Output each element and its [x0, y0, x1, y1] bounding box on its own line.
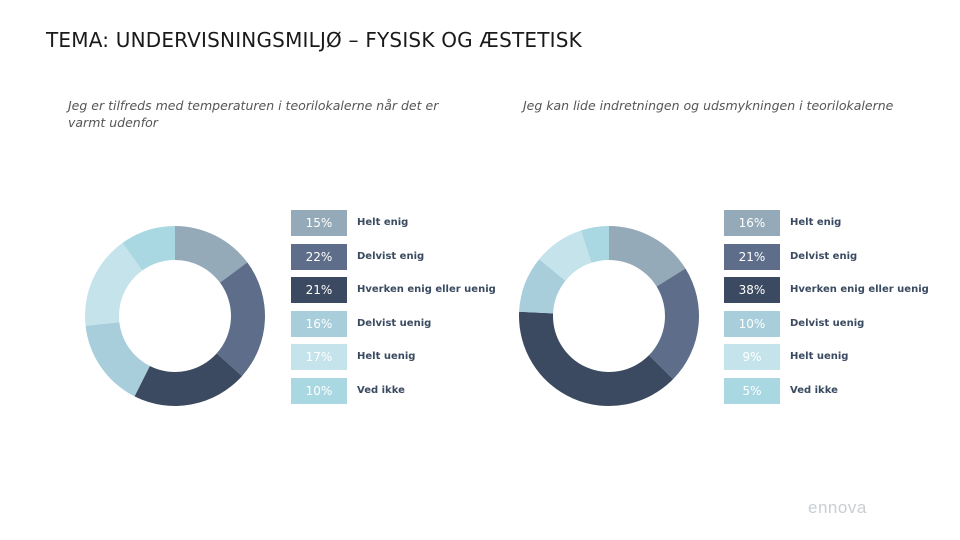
legend-label: Delvist uenig [790, 317, 865, 329]
legend-value-swatch: 16% [291, 310, 347, 337]
donut-slice-6 [122, 226, 175, 271]
legend-interior: 16% Helt enig 21% Delvist enig 38% Hverken en… [724, 210, 929, 410]
donut-slice-4 [519, 259, 566, 314]
legend-value-swatch: 16% [724, 210, 780, 236]
legend-temperature: 15% Helt enig 22% Delvist enig 21% Hverken en… [291, 210, 496, 410]
chart-2-question: Jeg kan lide indretningen og udsmykninge… [523, 98, 894, 113]
donut-chart-temperature [85, 226, 265, 406]
legend-label: Hverken enig eller uenig [357, 284, 496, 296]
donut-chart-interior [519, 226, 699, 406]
page-title: TEMA: UNDERVISNINGSMILJØ – FYSISK OG ÆST… [46, 28, 582, 52]
legend-value-swatch: 9% [724, 344, 780, 371]
donut-slice-1 [175, 226, 248, 283]
legend-label: Ved ikke [790, 385, 838, 396]
legend-value-swatch: 15% [291, 210, 347, 236]
donut-slice-4 [85, 322, 150, 397]
donut-slice-1 [609, 226, 686, 287]
legend-label: Helt uenig [357, 351, 416, 363]
legend-label: Delvist uenig [357, 317, 432, 329]
legend-value-swatch: 17% [291, 344, 347, 371]
legend-value-swatch: 21% [291, 277, 347, 304]
donut-slice-3 [134, 353, 243, 406]
legend-value-swatch: 22% [291, 243, 347, 270]
ennova-logo: ennova [808, 498, 867, 517]
legend-value-swatch: 10% [291, 378, 347, 404]
donut-slice-5 [539, 230, 592, 281]
legend-value-swatch: 38% [724, 277, 780, 304]
chart-1-question: Jeg er tilfreds med temperaturen i teori… [68, 98, 439, 130]
legend-label: Hverken enig eller uenig [790, 284, 929, 296]
legend-label: Helt uenig [790, 351, 849, 363]
legend-value-swatch: 21% [724, 243, 780, 270]
donut-slice-2 [648, 268, 699, 380]
donut-slice-3 [519, 311, 674, 406]
legend-value-swatch: 10% [724, 310, 780, 337]
legend-value-swatch: 5% [724, 378, 780, 404]
donut-slice-2 [216, 262, 265, 377]
donut-slice-6 [580, 226, 609, 263]
legend-label: Helt enig [790, 217, 842, 228]
legend-label: Helt enig [357, 217, 409, 228]
donut-slice-5 [85, 242, 143, 326]
legend-label: Ved ikke [357, 385, 405, 396]
legend-label: Delvist enig [357, 250, 425, 262]
legend-label: Delvist enig [790, 250, 858, 262]
